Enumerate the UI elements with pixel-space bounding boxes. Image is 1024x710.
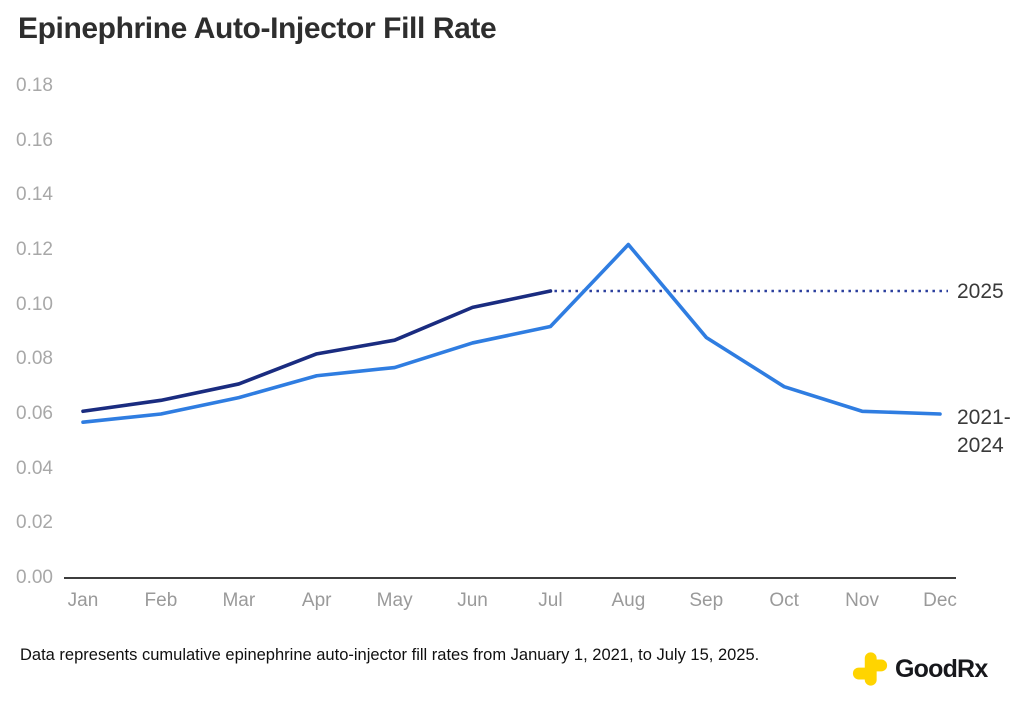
y-axis-tick-label: 0.00 [16,567,53,588]
x-axis-tick-label: Oct [769,590,799,611]
goodrx-wordmark: GoodRx [895,654,988,683]
series-label-2025: 2025 [957,278,1004,306]
y-axis-tick-label: 0.02 [16,512,53,534]
y-axis-tick-label: 0.16 [16,129,53,151]
x-axis-tick-label: Sep [689,590,724,611]
y-axis-tick-label: 0.08 [16,348,53,370]
y-axis-tick-label: 0.14 [16,184,53,206]
series-label-2025-text: 2025 [957,280,1004,303]
goodrx-cross-icon [851,650,889,688]
series-label-2021-2024: 2021- 2024 [957,404,1011,460]
series-line-2021-2024 [81,242,942,425]
y-axis-tick-label: 0.12 [16,239,53,260]
y-axis-tick-label: 0.06 [16,403,53,424]
y-axis-tick-label: 0.10 [16,293,53,315]
series-label-2021-2024-line2: 2024 [957,434,1004,457]
x-axis-tick-label: Nov [845,590,879,611]
x-axis-tick-label: Jun [457,590,488,611]
x-axis-tick-label: Aug [611,590,646,611]
chart-title: Epinephrine Auto-Injector Fill Rate [18,12,497,45]
x-axis-tick-label: Feb [144,590,178,611]
y-axis-tick-label: 0.18 [16,75,53,96]
x-axis-tick-label: May [376,590,413,611]
x-axis-tick-label: Dec [923,590,957,611]
x-axis-tick-label: Jan [67,590,99,611]
x-axis-tick-label: Apr [301,590,332,611]
x-axis-tick-label: Mar [222,590,256,611]
x-axis-tick-label: Jul [538,590,563,611]
series-line-2025 [81,289,553,414]
y-axis-tick-label: 0.04 [16,457,53,479]
goodrx-logo: GoodRx [851,650,988,688]
footnote: Data represents cumulative epinephrine a… [20,646,760,664]
series-label-2021-2024-line1: 2021- [957,406,1011,429]
